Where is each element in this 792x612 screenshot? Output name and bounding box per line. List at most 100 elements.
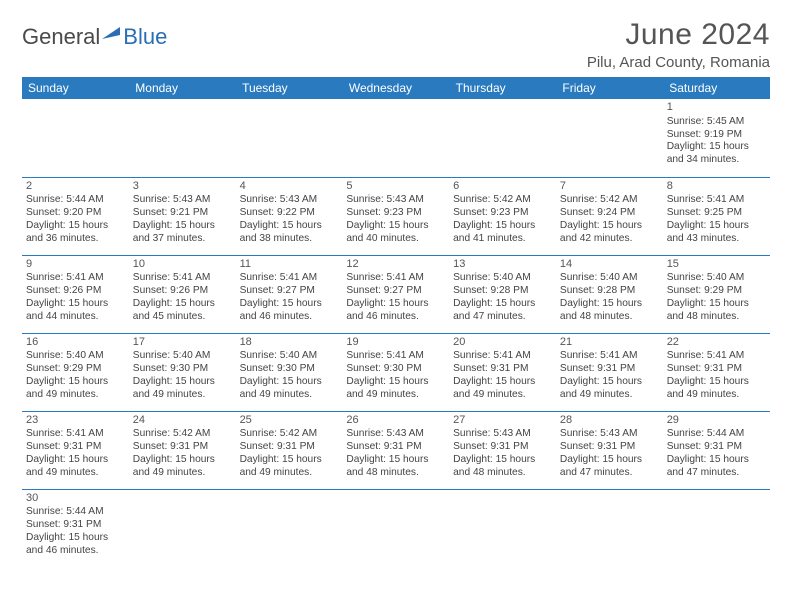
calendar-day-cell	[449, 489, 556, 567]
calendar-day-cell: 7Sunrise: 5:42 AMSunset: 9:24 PMDaylight…	[556, 177, 663, 255]
sunrise-text: Sunrise: 5:41 AM	[240, 272, 339, 285]
day-number: 6	[453, 180, 552, 194]
sunrise-text: Sunrise: 5:42 AM	[560, 194, 659, 207]
calendar-week-row: 1Sunrise: 5:45 AMSunset: 9:19 PMDaylight…	[22, 99, 770, 177]
weekday-header: Thursday	[449, 77, 556, 99]
location: Pilu, Arad County, Romania	[587, 54, 770, 71]
calendar-day-cell	[129, 99, 236, 177]
sunrise-text: Sunrise: 5:44 AM	[26, 194, 125, 207]
title-block: June 2024 Pilu, Arad County, Romania	[587, 18, 770, 71]
sunset-text: Sunset: 9:29 PM	[667, 285, 766, 298]
sunrise-text: Sunrise: 5:40 AM	[26, 350, 125, 363]
day2-text: and 38 minutes.	[240, 233, 339, 246]
sunrise-text: Sunrise: 5:41 AM	[26, 272, 125, 285]
day1-text: Daylight: 15 hours	[453, 376, 552, 389]
day-number: 25	[240, 414, 339, 428]
day-number: 8	[667, 180, 766, 194]
day-number: 28	[560, 414, 659, 428]
calendar-day-cell	[236, 99, 343, 177]
sunset-text: Sunset: 9:28 PM	[560, 285, 659, 298]
day2-text: and 48 minutes.	[346, 467, 445, 480]
calendar-day-cell: 4Sunrise: 5:43 AMSunset: 9:22 PMDaylight…	[236, 177, 343, 255]
sunrise-text: Sunrise: 5:43 AM	[346, 194, 445, 207]
day1-text: Daylight: 15 hours	[667, 298, 766, 311]
sunset-text: Sunset: 9:29 PM	[26, 363, 125, 376]
sunrise-text: Sunrise: 5:41 AM	[346, 350, 445, 363]
day-number: 1	[667, 101, 766, 115]
calendar-day-cell: 24Sunrise: 5:42 AMSunset: 9:31 PMDayligh…	[129, 411, 236, 489]
day-number: 3	[133, 180, 232, 194]
calendar-day-cell: 23Sunrise: 5:41 AMSunset: 9:31 PMDayligh…	[22, 411, 129, 489]
day2-text: and 46 minutes.	[240, 311, 339, 324]
day-number: 18	[240, 336, 339, 350]
calendar-day-cell: 8Sunrise: 5:41 AMSunset: 9:25 PMDaylight…	[663, 177, 770, 255]
day2-text: and 42 minutes.	[560, 233, 659, 246]
day2-text: and 49 minutes.	[133, 467, 232, 480]
calendar-day-cell	[22, 99, 129, 177]
sunrise-text: Sunrise: 5:42 AM	[133, 428, 232, 441]
day-number: 23	[26, 414, 125, 428]
calendar-day-cell	[129, 489, 236, 567]
calendar-day-cell	[342, 489, 449, 567]
weekday-header: Friday	[556, 77, 663, 99]
calendar-week-row: 16Sunrise: 5:40 AMSunset: 9:29 PMDayligh…	[22, 333, 770, 411]
day2-text: and 40 minutes.	[346, 233, 445, 246]
day-number: 4	[240, 180, 339, 194]
sunset-text: Sunset: 9:19 PM	[667, 129, 766, 142]
day1-text: Daylight: 15 hours	[240, 454, 339, 467]
sunset-text: Sunset: 9:23 PM	[453, 207, 552, 220]
sunset-text: Sunset: 9:23 PM	[346, 207, 445, 220]
calendar-day-cell: 10Sunrise: 5:41 AMSunset: 9:26 PMDayligh…	[129, 255, 236, 333]
day-number: 13	[453, 258, 552, 272]
day2-text: and 43 minutes.	[667, 233, 766, 246]
day2-text: and 36 minutes.	[26, 233, 125, 246]
day2-text: and 49 minutes.	[26, 467, 125, 480]
day1-text: Daylight: 15 hours	[26, 454, 125, 467]
logo-text-general: General	[22, 24, 100, 50]
day-number: 16	[26, 336, 125, 350]
day2-text: and 46 minutes.	[346, 311, 445, 324]
day1-text: Daylight: 15 hours	[560, 376, 659, 389]
sunset-text: Sunset: 9:31 PM	[346, 441, 445, 454]
day1-text: Daylight: 15 hours	[667, 454, 766, 467]
day2-text: and 45 minutes.	[133, 311, 232, 324]
sunset-text: Sunset: 9:26 PM	[133, 285, 232, 298]
calendar-day-cell: 14Sunrise: 5:40 AMSunset: 9:28 PMDayligh…	[556, 255, 663, 333]
sunset-text: Sunset: 9:24 PM	[560, 207, 659, 220]
weekday-header-row: Sunday Monday Tuesday Wednesday Thursday…	[22, 77, 770, 99]
day-number: 19	[346, 336, 445, 350]
sunrise-text: Sunrise: 5:45 AM	[667, 116, 766, 129]
day2-text: and 37 minutes.	[133, 233, 232, 246]
day1-text: Daylight: 15 hours	[133, 220, 232, 233]
day1-text: Daylight: 15 hours	[26, 298, 125, 311]
sunset-text: Sunset: 9:30 PM	[346, 363, 445, 376]
calendar-day-cell: 30Sunrise: 5:44 AMSunset: 9:31 PMDayligh…	[22, 489, 129, 567]
day1-text: Daylight: 15 hours	[560, 298, 659, 311]
calendar-day-cell: 3Sunrise: 5:43 AMSunset: 9:21 PMDaylight…	[129, 177, 236, 255]
calendar-week-row: 9Sunrise: 5:41 AMSunset: 9:26 PMDaylight…	[22, 255, 770, 333]
day2-text: and 48 minutes.	[453, 467, 552, 480]
sunset-text: Sunset: 9:27 PM	[240, 285, 339, 298]
day1-text: Daylight: 15 hours	[346, 220, 445, 233]
sunset-text: Sunset: 9:31 PM	[560, 441, 659, 454]
day2-text: and 49 minutes.	[240, 467, 339, 480]
calendar-day-cell: 18Sunrise: 5:40 AMSunset: 9:30 PMDayligh…	[236, 333, 343, 411]
day1-text: Daylight: 15 hours	[240, 298, 339, 311]
sunrise-text: Sunrise: 5:40 AM	[133, 350, 232, 363]
sunset-text: Sunset: 9:27 PM	[346, 285, 445, 298]
day1-text: Daylight: 15 hours	[133, 298, 232, 311]
day1-text: Daylight: 15 hours	[667, 220, 766, 233]
day-number: 27	[453, 414, 552, 428]
day-number: 7	[560, 180, 659, 194]
calendar-day-cell: 1Sunrise: 5:45 AMSunset: 9:19 PMDaylight…	[663, 99, 770, 177]
weekday-header: Tuesday	[236, 77, 343, 99]
sunrise-text: Sunrise: 5:43 AM	[346, 428, 445, 441]
calendar-day-cell	[663, 489, 770, 567]
day2-text: and 49 minutes.	[453, 389, 552, 402]
sunset-text: Sunset: 9:26 PM	[26, 285, 125, 298]
day1-text: Daylight: 15 hours	[240, 376, 339, 389]
sunrise-text: Sunrise: 5:42 AM	[453, 194, 552, 207]
sunrise-text: Sunrise: 5:40 AM	[453, 272, 552, 285]
day-number: 20	[453, 336, 552, 350]
day1-text: Daylight: 15 hours	[26, 376, 125, 389]
